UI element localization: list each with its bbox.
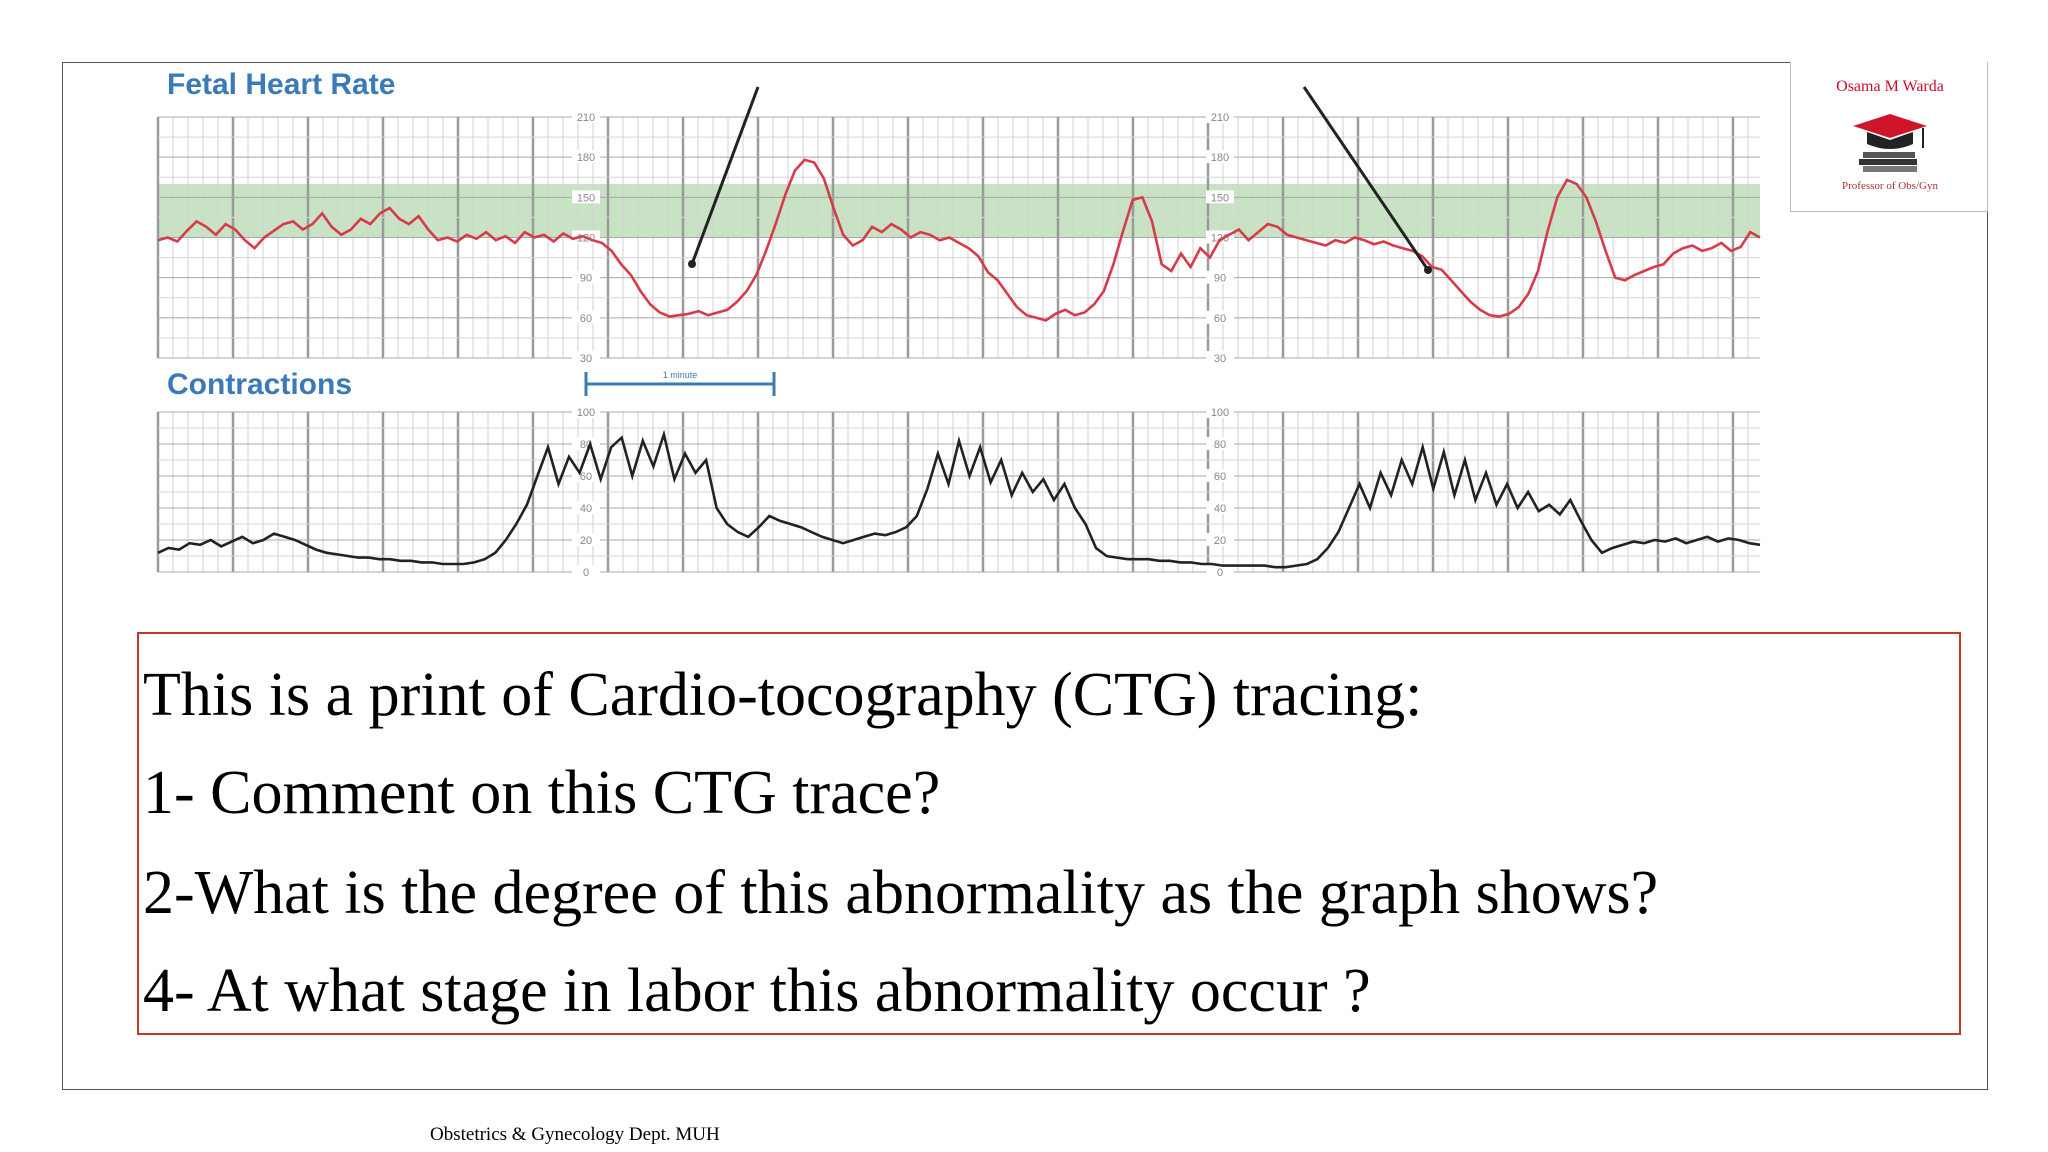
y-tick-label: 150: [577, 192, 595, 204]
y-tick-label: 60: [580, 313, 592, 325]
question-box: This is a print of Cardio-tocography (CT…: [137, 632, 1961, 1035]
tick-label-bg: [572, 405, 600, 418]
y-tick-label: 100: [577, 407, 595, 419]
y-tick-label: 40: [1214, 503, 1226, 515]
y-tick-label: 0: [583, 567, 589, 579]
tick-label-bg: [1206, 469, 1234, 482]
tick-label-bg: [1206, 405, 1234, 418]
contractions-grid: [156, 411, 1760, 573]
tick-label-bg: [1206, 501, 1234, 514]
tick-label-bg: [572, 310, 600, 324]
y-tick-label: 40: [580, 503, 592, 515]
tick-label-bg: [572, 565, 600, 578]
fhr-trace: [157, 158, 1761, 322]
time-scale-bar: 1 minute: [584, 370, 776, 396]
question-intro: This is a print of Cardio-tocography (CT…: [143, 661, 1423, 729]
tick-label-bg: [572, 150, 600, 164]
y-tick-label: 210: [1211, 112, 1229, 124]
y-tick-label: 90: [580, 273, 592, 285]
question-2: 2-What is the degree of this abnormality…: [143, 859, 1659, 927]
contractions-trace: [157, 429, 1761, 569]
tick-label-bg: [572, 437, 600, 450]
tick-label-bg: [572, 110, 600, 123]
tick-label-bg: [572, 190, 600, 204]
y-tick-label: 150: [1211, 192, 1229, 204]
logo-name: Osama M Warda: [1836, 78, 1944, 95]
fhr-grid: [156, 116, 1760, 359]
tick-label-bg: [572, 501, 600, 514]
y-tick-label: 60: [1214, 471, 1226, 483]
y-tick-label: 60: [580, 471, 592, 483]
y-tick-label: 60: [1214, 313, 1226, 325]
time-scale-label: 1 minute: [663, 370, 698, 380]
y-tick-label: 20: [1214, 535, 1226, 547]
graduation-cap-icon: [1853, 114, 1927, 172]
tick-label-bg: [1206, 565, 1234, 578]
footer-text: Obstetrics & Gynecology Dept. MUH: [430, 1124, 720, 1145]
tick-label-bg: [1206, 110, 1234, 123]
y-tick-label: 30: [580, 353, 592, 365]
author-logo: Osama M Warda Professor of Obs/Gyn: [1790, 62, 1988, 212]
annotation-arrow-1-dot: [688, 260, 696, 268]
y-tick-label: 0: [1217, 567, 1223, 579]
tick-label-bg: [1206, 351, 1234, 364]
tick-label-bg: [1206, 533, 1234, 546]
tick-label-bg: [572, 533, 600, 546]
slide-frame: [62, 62, 1988, 1090]
fhr-annotations: [688, 86, 1432, 274]
tick-label-bg: [1206, 270, 1234, 284]
y-tick-label: 90: [1214, 273, 1226, 285]
question-1: 1- Comment on this CTG trace?: [143, 759, 941, 827]
tick-label-bg: [1206, 150, 1234, 164]
fhr-title: Fetal Heart Rate: [167, 68, 395, 101]
tick-label-bg: [572, 351, 600, 364]
annotation-arrow-1: [690, 86, 760, 265]
y-tick-label: 30: [1214, 353, 1226, 365]
y-tick-label: 180: [1211, 152, 1229, 164]
y-tick-label: 80: [1214, 439, 1226, 451]
contractions-title: Contractions: [167, 368, 352, 401]
tick-label-bg: [1206, 190, 1234, 204]
annotation-arrow-2: [1302, 86, 1430, 271]
tick-label-bg: [1206, 310, 1234, 324]
annotation-arrow-2-dot: [1424, 266, 1432, 274]
y-tick-label: 180: [577, 152, 595, 164]
logo-subtitle: Professor of Obs/Gyn: [1842, 180, 1938, 192]
y-tick-label: 210: [577, 112, 595, 124]
tick-label-bg: [1206, 230, 1234, 244]
tick-label-bg: [572, 270, 600, 284]
tick-label-bg: [1206, 437, 1234, 450]
question-4: 4- At what stage in labor this abnormali…: [143, 957, 1371, 1025]
y-tick-label: 100: [1211, 407, 1229, 419]
y-tick-label: 20: [580, 535, 592, 547]
